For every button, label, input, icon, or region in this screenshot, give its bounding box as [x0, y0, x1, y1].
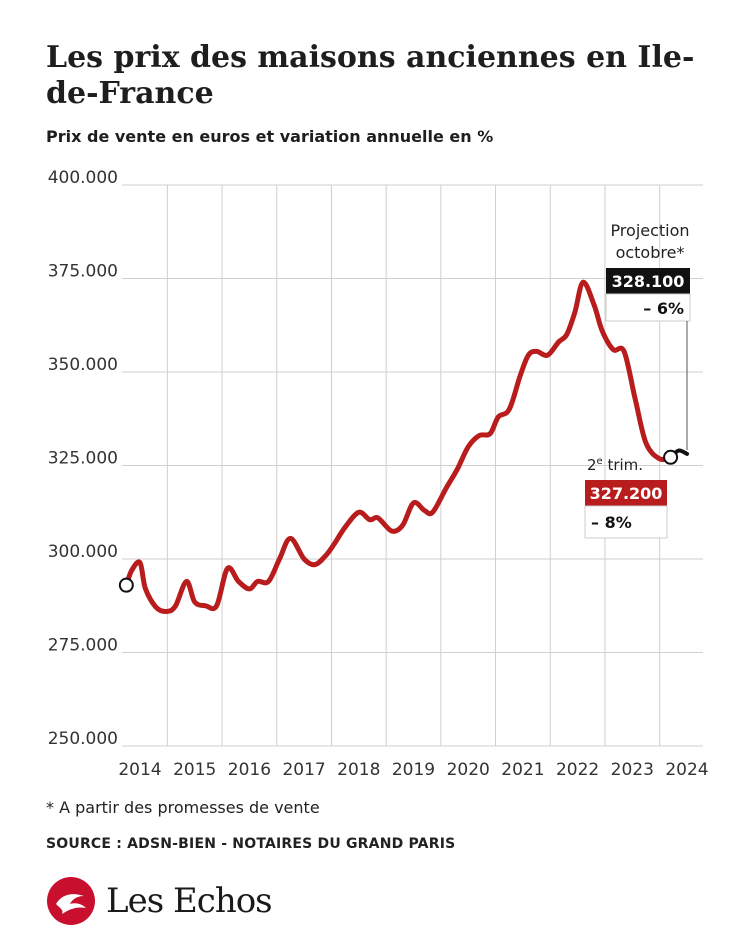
projection-change: – 6% — [643, 299, 684, 318]
x-tick-label: 2023 — [611, 760, 654, 780]
projection-title-1: Projection — [610, 221, 689, 240]
x-tick-label: 2022 — [556, 760, 599, 780]
q2-change-box — [584, 505, 668, 539]
q2-title: 2 — [587, 456, 597, 474]
x-tick-label: 2018 — [337, 760, 380, 780]
x-tick-label: 2014 — [118, 760, 161, 780]
x-axis-labels: 2014 2015 2016 2017 2018 2019 2020 2021 2022 2023… — [118, 760, 708, 780]
y-axis-labels: 400.000 375.000 350.000 325.000 300.000 275.0… — [48, 168, 118, 749]
chart-title: Les prix des maisons anciennes en Ile-de… — [46, 40, 695, 111]
x-tick-label: 2024 — [665, 760, 708, 780]
projection-change-box — [605, 293, 691, 322]
q2-change: – 8% — [591, 513, 632, 532]
y-tick-label: 350.000 — [48, 355, 118, 375]
q2-value-box — [585, 480, 667, 506]
q2-marker — [663, 449, 679, 465]
footnote: * A partir des promesses de vente — [46, 798, 320, 817]
source: SOURCE : ADSN-BIEN - NOTAIRES DU GRAND P… — [46, 836, 456, 852]
x-tick-label: 2017 — [282, 760, 325, 780]
projection-value: 328.100 — [612, 272, 685, 291]
y-tick-label: 400.000 — [48, 168, 118, 188]
price-line — [123, 279, 674, 614]
start-marker — [118, 577, 134, 593]
y-tick-label: 250.000 — [48, 729, 118, 749]
x-tick-label: 2016 — [228, 760, 271, 780]
x-tick-label: 2020 — [447, 760, 490, 780]
x-tick-label: 2021 — [501, 760, 544, 780]
logo-text: Les Echos — [106, 881, 273, 921]
y-tick-label: 300.000 — [48, 542, 118, 562]
projection-annotation: Projection octobre* 328.100 – 6% — [605, 221, 691, 450]
y-tick-label: 275.000 — [48, 636, 118, 656]
projection-title-2: octobre* — [616, 243, 685, 262]
y-tick-label: 375.000 — [48, 262, 118, 282]
q2-value: 327.200 — [590, 484, 663, 503]
projection-value-box — [606, 268, 690, 294]
horizontal-gridlines — [122, 184, 703, 747]
q2-annotation: 2e trim. 327.200 – 8% — [584, 456, 668, 539]
q2-title-rest: trim. — [603, 456, 643, 474]
svg-text:2e trim.: 2e trim. — [587, 456, 643, 474]
q2-title-sup: e — [597, 456, 603, 467]
les-echos-logo: Les Echos — [46, 876, 306, 926]
x-tick-label: 2015 — [173, 760, 216, 780]
logo-emblem-icon — [47, 877, 95, 925]
line-chart: 400.000 375.000 350.000 325.000 300.000 275.0… — [48, 168, 709, 780]
x-tick-label: 2019 — [392, 760, 435, 780]
chart-subtitle: Prix de vente en euros et variation annu… — [46, 127, 494, 146]
y-tick-label: 325.000 — [48, 449, 118, 469]
